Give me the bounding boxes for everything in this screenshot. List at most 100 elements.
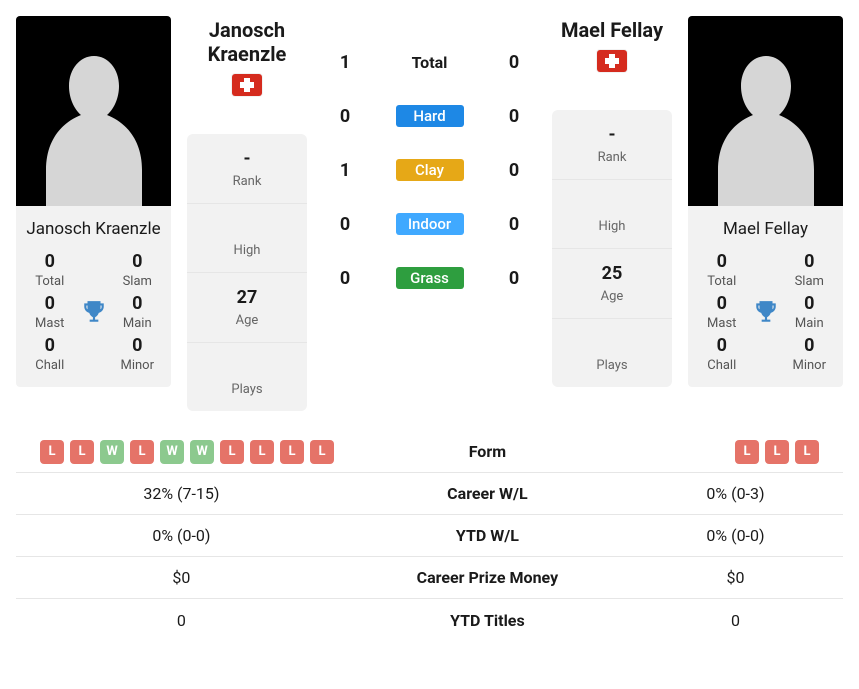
title-chall: 0 Chall [698,335,746,373]
titles-grid-left: 0 Total 0 Slam 0 Mast 0 Main 0 Chall [16,251,171,387]
title-total: 0 Total [698,251,746,289]
h2h-right-value: 0 [504,160,524,181]
form-badge: L [795,440,819,464]
title-main: 0 Main [786,293,834,331]
form-badge: L [735,440,759,464]
comparison-row-career_prize: $0Career Prize Money$0 [16,557,843,599]
comparison-right: $0 [628,560,843,595]
info-header-left: Janosch Kraenzle [183,16,311,110]
info-col-left: Janosch Kraenzle - Rank High 27 Age Play… [183,16,311,411]
silhouette-icon [34,36,154,206]
title-total: 0 Total [26,251,74,289]
h2h-row: 1 Clay 0 [335,159,524,181]
title-minor: 0 Minor [114,335,162,373]
info-name-left: Janosch Kraenzle [187,18,307,66]
stat-plays: Plays [552,319,672,388]
avatar-right [688,16,843,206]
stat-card-right: - Rank High 25 Age Plays [552,110,672,387]
h2h-row: 0 Hard 0 [335,105,524,127]
h2h-right-value: 0 [504,214,524,235]
form-badge: L [280,440,304,464]
comparison-left: 32% (7-15) [16,476,347,511]
h2h-row: 1Total0 [335,52,524,73]
form-badge: L [250,440,274,464]
stat-card-left: - Rank High 27 Age Plays [187,134,307,411]
comparison-row-ytd_titles: 0YTD Titles0 [16,599,843,641]
h2h-mid-label: Hard [355,105,504,127]
form-badge: L [40,440,64,464]
form-badge: L [70,440,94,464]
info-col-right: Mael Fellay - Rank High 25 Age Plays [548,16,676,387]
comparison-right: 0 [628,603,843,638]
form-strip-right: LLL [634,440,837,464]
title-minor: 0 Minor [786,335,834,373]
title-mast: 0 Mast [698,293,746,331]
h2h-right-value: 0 [504,106,524,127]
silhouette-icon [706,36,826,206]
trophy-icon-right [746,293,786,331]
h2h-mid-label: Grass [355,267,504,289]
player-name-left: Janosch Kraenzle [18,206,168,251]
comparison-label: Career Prize Money [347,560,628,595]
h2h-row: 0 Grass 0 [335,267,524,289]
h2h-left-value: 0 [335,214,355,235]
player-card-right: Mael Fellay 0 Total 0 Slam 0 Mast 0 Main [688,16,843,387]
form-badge: L [220,440,244,464]
stat-rank: - Rank [187,134,307,204]
trophy-icon-left [74,293,114,331]
h2h-right-value: 0 [504,52,524,73]
h2h-mid-label: Clay [355,159,504,181]
h2h-mid-label: Indoor [355,213,504,235]
stat-age: 25 Age [552,249,672,319]
comparison-table: LLWLWWLLLLFormLLL32% (7-15)Career W/L0% … [16,431,843,641]
stat-plays: Plays [187,343,307,412]
player-card-left: Janosch Kraenzle 0 Total 0 Slam 0 Mast 0… [16,16,171,387]
stat-rank: - Rank [552,110,672,180]
h2h-column: 1Total00Hard01Clay00Indoor00Grass0 [311,16,548,321]
surface-badge: Grass [396,267,464,289]
stat-age: 27 Age [187,273,307,343]
form-badge: W [190,440,214,464]
h2h-row: 0 Indoor 0 [335,213,524,235]
avatar-left [16,16,171,206]
comparison-row-form: LLWLWWLLLLFormLLL [16,431,843,473]
comparison-label: YTD W/L [347,518,628,553]
title-main: 0 Main [114,293,162,331]
trophy-icon [753,299,779,325]
comparison-right: LLL [628,432,843,472]
titles-grid-right: 0 Total 0 Slam 0 Mast 0 Main 0 Chall [688,251,843,387]
stat-high: High [187,204,307,274]
comparison-label: Career W/L [347,476,628,511]
h2h-mid-label: Total [355,53,504,72]
comparison-row-ytd_wl: 0% (0-0)YTD W/L0% (0-0) [16,515,843,557]
surface-badge: Indoor [396,213,464,235]
stat-high: High [552,180,672,250]
trophy-icon [81,299,107,325]
flag-icon-left [232,74,262,96]
form-strip-left: LLWLWWLLLL [22,440,341,464]
info-name-right: Mael Fellay [561,18,663,42]
title-mast: 0 Mast [26,293,74,331]
comparison-right: 0% (0-3) [628,476,843,511]
info-header-right: Mael Fellay [557,16,667,86]
surface-badge: Clay [396,159,464,181]
h2h-right-value: 0 [504,268,524,289]
title-chall: 0 Chall [26,335,74,373]
form-badge: L [310,440,334,464]
form-badge: W [160,440,184,464]
h2h-left-value: 1 [335,160,355,181]
comparison-label: Form [347,434,628,469]
comparison-left: $0 [16,560,347,595]
form-badge: W [100,440,124,464]
surface-badge: Hard [396,105,464,127]
h2h-left-value: 0 [335,106,355,127]
comparison-label: YTD Titles [347,603,628,638]
comparison-row-career_wl: 32% (7-15)Career W/L0% (0-3) [16,473,843,515]
comparison-left: 0 [16,603,347,638]
comparison-right: 0% (0-0) [628,518,843,553]
player-name-right: Mael Fellay [715,206,816,251]
h2h-left-value: 1 [335,52,355,73]
form-badge: L [130,440,154,464]
flag-icon-right [597,50,627,72]
h2h-left-value: 0 [335,268,355,289]
